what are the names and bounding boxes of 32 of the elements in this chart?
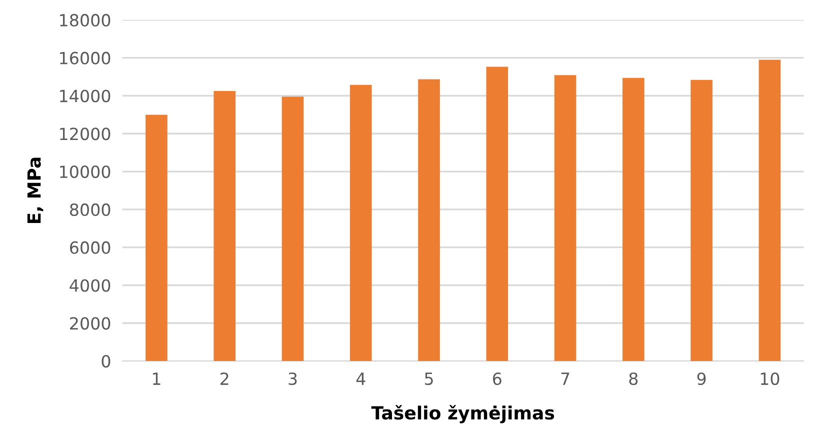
x-tick-label: 1 xyxy=(152,372,160,385)
bar xyxy=(350,84,372,362)
y-tick-label: 8000 xyxy=(70,203,110,216)
y-tick-label: 12000 xyxy=(60,128,110,140)
y-tick-label: 16000 xyxy=(60,52,110,64)
y-tick-label: 4000 xyxy=(70,279,110,292)
bar xyxy=(214,91,236,362)
bar xyxy=(146,114,168,362)
y-axis-title: E, MPa xyxy=(27,158,44,224)
x-tick-label: 9 xyxy=(697,372,706,386)
x-tick-label: 7 xyxy=(561,372,570,385)
bar xyxy=(282,96,304,362)
y-tick-label: 18000 xyxy=(60,14,110,27)
bar xyxy=(690,80,712,362)
x-tick-label: 2 xyxy=(220,372,228,385)
x-tick-label: 5 xyxy=(424,372,433,386)
bar xyxy=(622,78,644,362)
bar xyxy=(486,66,508,362)
x-axis-title: Tašelio žymėjimas xyxy=(371,404,554,424)
bar xyxy=(418,79,440,362)
y-tick-label: 10000 xyxy=(60,166,110,178)
x-tick-label: 6 xyxy=(493,372,502,386)
x-tick-label: 10 xyxy=(760,372,780,386)
y-tick-label: 6000 xyxy=(70,241,110,254)
y-tick-label: 0 xyxy=(102,355,110,368)
y-tick-label: 14000 xyxy=(60,90,110,102)
x-tick-label: 8 xyxy=(629,372,638,386)
x-tick-label: 3 xyxy=(288,372,297,386)
x-tick-label: 4 xyxy=(356,372,366,385)
bar xyxy=(554,75,576,362)
bar xyxy=(758,60,781,362)
y-tick-label: 2000 xyxy=(70,317,110,330)
